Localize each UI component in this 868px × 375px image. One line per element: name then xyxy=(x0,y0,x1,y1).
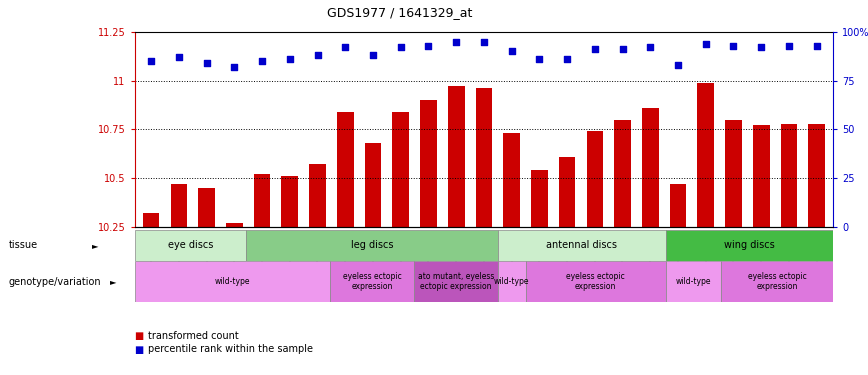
Bar xyxy=(226,223,243,227)
Text: transformed count: transformed count xyxy=(148,331,239,340)
Text: eye discs: eye discs xyxy=(168,240,214,250)
Bar xyxy=(670,184,687,227)
Bar xyxy=(171,184,187,227)
Text: leg discs: leg discs xyxy=(351,240,393,250)
Bar xyxy=(503,133,520,227)
Text: wild-type: wild-type xyxy=(214,277,250,286)
Bar xyxy=(780,123,797,227)
Bar xyxy=(808,123,825,227)
Text: wild-type: wild-type xyxy=(676,277,711,286)
Bar xyxy=(721,261,833,302)
Point xyxy=(782,42,796,48)
Bar xyxy=(135,230,247,261)
Point xyxy=(339,45,352,51)
Point xyxy=(588,46,602,53)
Point xyxy=(754,45,768,51)
Point xyxy=(172,54,186,60)
Bar xyxy=(198,188,215,227)
Text: wild-type: wild-type xyxy=(494,277,529,286)
Text: ►: ► xyxy=(92,241,99,250)
Text: percentile rank within the sample: percentile rank within the sample xyxy=(148,345,312,354)
Bar xyxy=(666,261,721,302)
Bar xyxy=(498,230,666,261)
Point xyxy=(227,64,241,70)
Point xyxy=(450,39,464,45)
Text: wing discs: wing discs xyxy=(724,240,775,250)
Bar xyxy=(615,120,631,227)
Bar xyxy=(420,100,437,227)
Point xyxy=(144,58,158,64)
Text: ■: ■ xyxy=(135,331,144,340)
Text: eyeless ectopic
expression: eyeless ectopic expression xyxy=(748,272,806,291)
Text: ►: ► xyxy=(109,277,116,286)
Text: ato mutant, eyeless
ectopic expression: ato mutant, eyeless ectopic expression xyxy=(418,272,494,291)
Bar xyxy=(135,261,330,302)
Point xyxy=(366,52,380,58)
Bar xyxy=(330,261,414,302)
Text: GDS1977 / 1641329_at: GDS1977 / 1641329_at xyxy=(326,6,472,19)
Point xyxy=(255,58,269,64)
Point xyxy=(671,62,685,68)
Text: antennal discs: antennal discs xyxy=(546,240,617,250)
Text: eyeless ectopic
expression: eyeless ectopic expression xyxy=(343,272,402,291)
Bar xyxy=(666,230,833,261)
Text: genotype/variation: genotype/variation xyxy=(9,277,102,286)
Bar xyxy=(143,213,160,227)
Bar xyxy=(247,230,498,261)
Bar xyxy=(642,108,659,227)
Point xyxy=(643,45,657,51)
Point xyxy=(200,60,214,66)
Text: ■: ■ xyxy=(135,345,144,354)
Bar xyxy=(476,88,492,227)
Bar xyxy=(365,143,381,227)
Point xyxy=(810,42,824,48)
Point xyxy=(504,48,518,54)
Bar xyxy=(253,174,271,227)
Bar xyxy=(498,261,526,302)
Bar xyxy=(753,126,770,227)
Bar xyxy=(392,112,409,227)
Bar xyxy=(414,261,498,302)
Point xyxy=(699,40,713,46)
Bar xyxy=(526,261,666,302)
Point xyxy=(560,56,574,62)
Point xyxy=(532,56,546,62)
Bar xyxy=(697,82,714,227)
Text: tissue: tissue xyxy=(9,240,38,250)
Point xyxy=(727,42,740,48)
Bar xyxy=(337,112,353,227)
Point xyxy=(477,39,491,45)
Text: eyeless ectopic
expression: eyeless ectopic expression xyxy=(566,272,625,291)
Point xyxy=(394,45,408,51)
Point xyxy=(422,42,436,48)
Bar xyxy=(559,157,575,227)
Point xyxy=(283,56,297,62)
Point xyxy=(615,46,629,53)
Point xyxy=(311,52,325,58)
Bar xyxy=(725,120,742,227)
Bar xyxy=(448,87,464,227)
Bar xyxy=(531,170,548,227)
Bar xyxy=(587,131,603,227)
Bar xyxy=(281,176,298,227)
Bar xyxy=(309,165,326,227)
